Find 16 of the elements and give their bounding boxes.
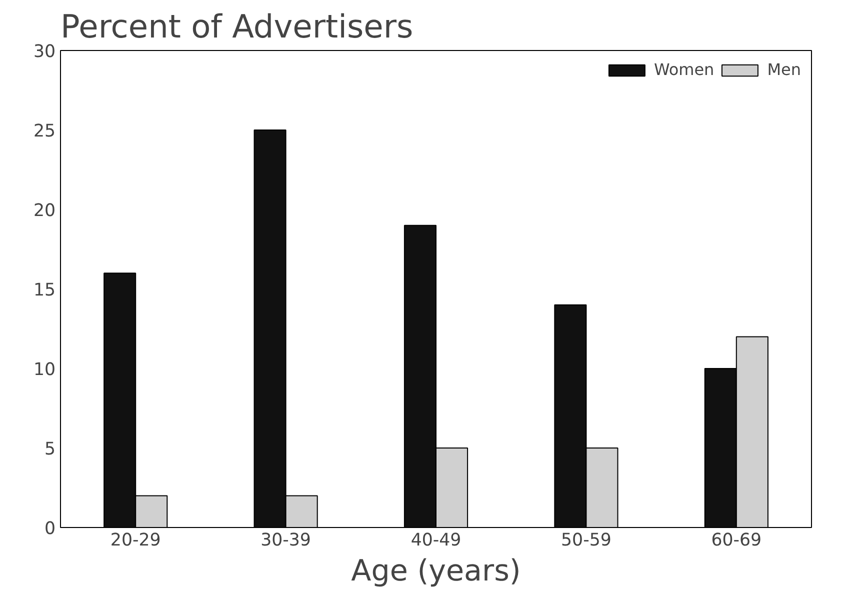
x-tick-label: 50-59 — [561, 530, 612, 550]
y-tick-label: 15 — [33, 280, 56, 300]
chart-title: Percent of Advertisers — [60, 8, 414, 46]
x-tick-label: 20-29 — [110, 530, 161, 550]
y-tick-label: 20 — [33, 201, 56, 221]
legend-label: Women — [654, 60, 714, 79]
x-tick-label: 60-69 — [711, 530, 762, 550]
x-tick-label: 40-49 — [410, 530, 462, 550]
y-tick-label: 5 — [44, 440, 56, 460]
y-tick-label: 0 — [44, 519, 56, 539]
legend-label: Men — [767, 60, 801, 79]
y-tick-label: 10 — [33, 360, 56, 380]
x-tick-label: 30-39 — [260, 530, 311, 550]
y-tick-label: 30 — [33, 42, 56, 62]
y-tick-label: 25 — [33, 122, 56, 142]
x-axis-title: Age (years) — [351, 554, 521, 588]
